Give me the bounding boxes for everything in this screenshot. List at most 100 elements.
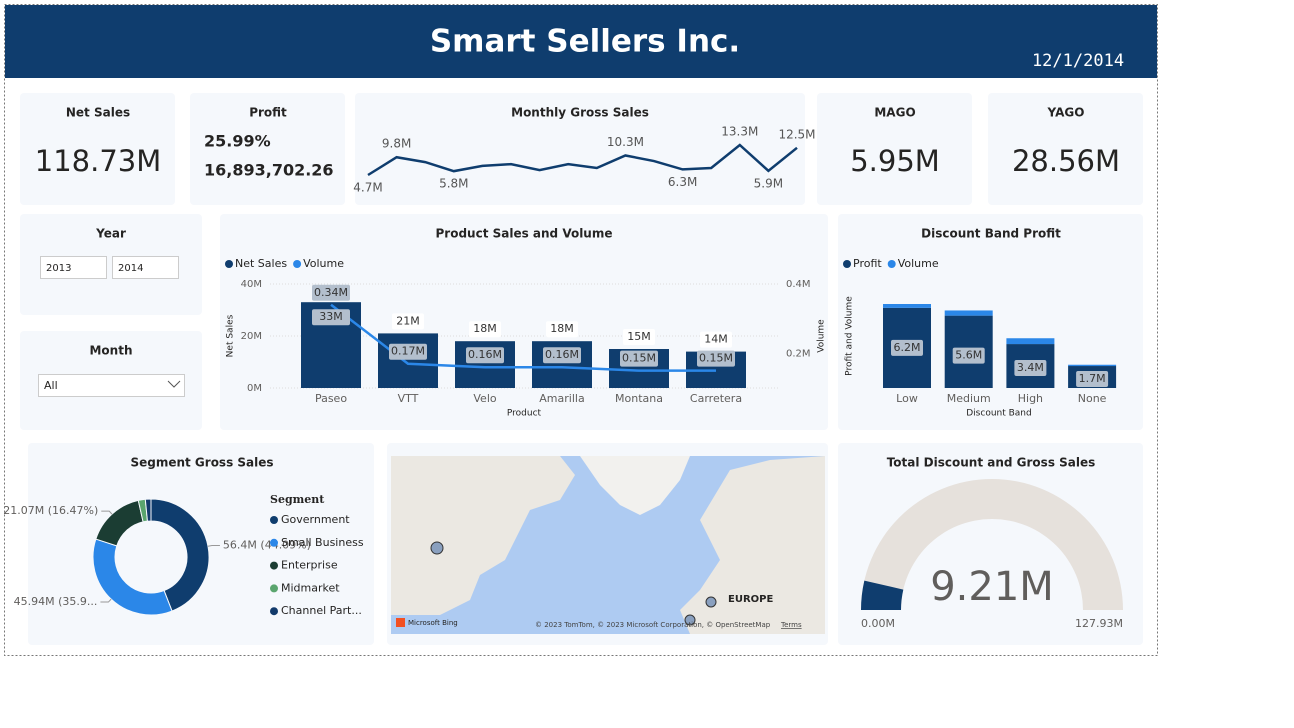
card-title: MAGO [874,106,915,120]
card-title: Net Sales [66,106,130,120]
legend-label: Small Business [281,536,364,549]
x-tick-label: Medium [947,392,991,405]
data-label: 0.15M [622,352,656,365]
label-box [952,347,985,364]
label-box [469,321,501,338]
year-option-label: 2014 [118,263,143,274]
data-label: 33M [319,310,343,323]
header-title: Smart Sellers Inc. [430,24,740,60]
donut-slice [150,498,210,612]
y-tick-label: 40M [241,279,262,290]
legend-label: Profit [853,257,882,270]
map-label: EUROPE [728,594,773,605]
profit-amount: 16,893,702.26 [204,161,334,180]
card-title: Profit [249,106,287,120]
frame [4,4,1158,656]
legend-label: Volume [898,257,939,270]
data-label: 0.16M [545,348,579,361]
map-dot[interactable] [430,541,444,555]
leader-line [207,545,220,547]
legend-marker [843,260,851,268]
chart-title: Monthly Gross Sales [511,106,649,120]
y-axis-title: Profit and Volume [845,296,855,376]
label-box [700,331,732,348]
header-bar [5,5,1157,78]
label-box [891,339,923,356]
slicer-title: Month [89,344,132,358]
x-tick-label: None [1078,392,1107,405]
card-value: 118.73M [35,144,162,178]
x-axis-title: Product [507,409,542,419]
map-logo: Microsoft Bing [408,619,458,627]
card [817,93,972,205]
legend-marker [270,516,278,524]
card-title: YAGO [1047,106,1085,120]
data-label: 9.8M [382,137,411,151]
y-tick-label: 20M [241,331,262,342]
data-label: 3.4M [1017,361,1044,374]
legend-marker [270,561,278,570]
map-terms[interactable]: Terms [780,621,802,629]
label-box [392,313,424,330]
x-tick-label: High [1018,392,1043,405]
data-label: 10.3M [607,135,644,149]
legend-marker [225,260,233,268]
bar [378,333,438,388]
legend-marker [270,584,278,593]
card-value: 5.95M [850,144,940,178]
map-land [580,456,690,515]
data-label: 14M [704,333,728,346]
slicer-panel [20,214,202,315]
donut-slice [144,498,152,522]
data-label: 21M [396,314,420,327]
label-box [312,309,350,326]
bar-segment [1006,338,1055,345]
y-axis-title: Net Sales [226,314,236,357]
y2-tick-label: 0.2M [786,348,811,359]
year-option-label: 2013 [46,263,71,274]
year-option[interactable] [112,256,179,279]
month-dropdown[interactable] [38,374,185,397]
legend-marker [293,260,302,268]
year-option[interactable] [40,256,107,279]
y2-tick-label: 0.4M [786,279,811,290]
map-dot[interactable] [705,596,717,608]
data-label: 5.6M [955,349,982,362]
data-label: 56.4M (44.09%) [223,539,311,552]
legend-label: Government [281,513,350,526]
label-box [1076,371,1109,388]
map: EUROPE Microsoft Bing © 2023 TomTom, © 2… [391,456,825,634]
data-label: 0.16M [468,348,502,361]
gauge-value [861,580,904,610]
data-label: 13.3M [721,125,758,139]
legend-label: Net Sales [235,257,287,270]
card [355,93,805,205]
label-box [623,329,655,345]
map-dot[interactable] [684,614,696,626]
legend-label: Enterprise [281,559,338,572]
label-box [620,350,658,367]
leader-line [100,598,112,603]
label-box [543,347,581,364]
label-box [312,284,350,301]
slicer-title: Year [95,227,126,241]
map-land [391,456,575,615]
dropdown-chevron [167,380,181,388]
x-tick-label: Paseo [315,392,347,405]
x-tick-label: Montana [615,392,663,405]
card [988,93,1143,205]
map-land [680,456,825,634]
chart-title: Total Discount and Gross Sales [887,456,1096,470]
data-label: 5.8M [439,177,468,191]
gauge-range-label: 127.93M [1075,617,1123,630]
gauge-range-label: 0.00M [861,617,895,630]
x-tick-label: Carretera [690,392,742,405]
y2-axis-title: Volume [817,319,827,353]
card [20,93,175,205]
bar-segment [883,304,931,308]
profit-percent: 25.99% [204,132,271,151]
legend-label: Volume [303,257,344,270]
label-box [1014,360,1047,377]
